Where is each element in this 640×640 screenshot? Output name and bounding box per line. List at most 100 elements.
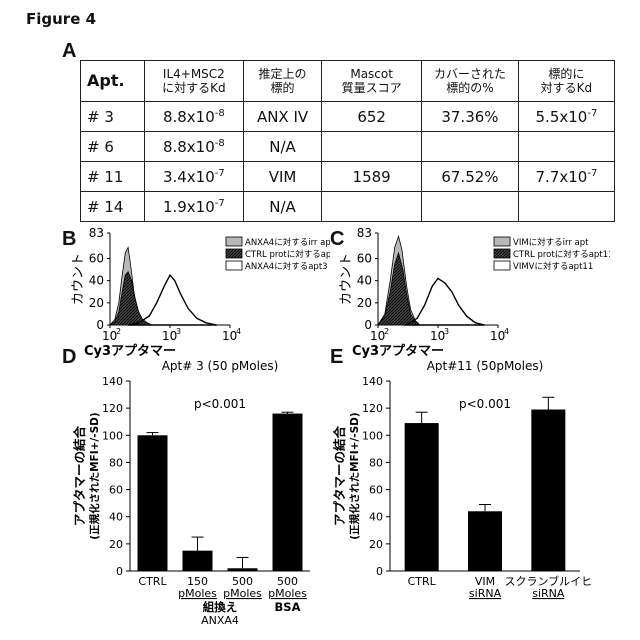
legend-swatch	[494, 237, 510, 246]
x-tick-exponent: 2	[116, 327, 121, 336]
bar	[183, 551, 213, 571]
legend-swatch	[226, 237, 242, 246]
p-value-annotation: p<0.001	[194, 397, 246, 411]
legend-label: CTRL protに対するapt11	[513, 249, 610, 260]
y-tick-label: 100	[362, 429, 383, 442]
y-tick-label: 40	[369, 511, 383, 524]
y-tick-label: 60	[369, 484, 383, 497]
y-tick-label: 120	[362, 402, 383, 415]
y-tick-label: 83	[357, 228, 372, 240]
y-tick-label: 83	[89, 228, 104, 240]
bar	[468, 511, 502, 571]
x-tick-exponent: 2	[384, 327, 389, 336]
y-tick-label: 60	[89, 251, 104, 265]
y-axis-label-line1: アプタマーの結合	[332, 426, 347, 527]
y-tick-label: 20	[109, 538, 123, 551]
y-tick-label: 0	[376, 565, 383, 578]
cell-kd: 1.9x10-7	[144, 192, 243, 222]
group-label: BSA	[275, 600, 301, 614]
header-kd: IL4+MSC2 に対するKd	[144, 61, 243, 102]
cell-apt: # 6	[81, 132, 145, 162]
bar	[138, 435, 168, 571]
y-tick-label: 40	[357, 274, 372, 288]
cell-target-kd	[518, 132, 614, 162]
legend-label: ANXA4に対するapt3	[245, 261, 328, 272]
category-label-line2: pMoles	[268, 587, 307, 600]
category-label: スクランブルイヒ	[504, 574, 592, 588]
cell-kd: 3.4x10-7	[144, 162, 243, 192]
x-tick-exponent: 4	[236, 327, 241, 336]
category-label-line2: pMoles	[223, 587, 262, 600]
y-tick-label: 120	[102, 402, 123, 415]
chart-title: Apt# 3 (50 pMoles)	[162, 359, 279, 373]
cell-score	[322, 132, 422, 162]
x-tick-exponent: 4	[504, 327, 509, 336]
y-tick-label: 80	[369, 456, 383, 469]
x-tick-label: 10	[162, 329, 177, 343]
bar	[531, 410, 565, 572]
bar	[273, 414, 303, 571]
x-tick-label: 10	[490, 329, 505, 343]
x-tick-label: 10	[222, 329, 237, 343]
cell-coverage	[422, 132, 519, 162]
bar-chart-d: Apt# 3 (50 pMoles)020406080100120140アプタマ…	[60, 346, 330, 636]
y-tick-label: 140	[362, 375, 383, 388]
cell-apt: # 14	[81, 192, 145, 222]
y-tick-label: 20	[89, 296, 104, 310]
y-tick-label: 20	[357, 296, 372, 310]
header-mascot-score: Mascot 質量スコア	[322, 61, 422, 102]
y-axis-label-line1: アプタマーの結合	[72, 426, 87, 527]
cell-target: N/A	[243, 192, 321, 222]
histogram-b: 020406083102103104カウントCy3アプタマーANXA4に対するi…	[60, 228, 330, 358]
cell-coverage: 37.36%	[422, 102, 519, 132]
cell-score: 652	[322, 102, 422, 132]
y-tick-label: 20	[369, 538, 383, 551]
cell-kd: 8.8x10-8	[144, 102, 243, 132]
cell-target-kd: 5.5x10-7	[518, 102, 614, 132]
cell-apt: # 11	[81, 162, 145, 192]
x-tick-exponent: 3	[444, 327, 449, 336]
category-label: CTRL	[138, 575, 167, 588]
y-tick-label: 60	[109, 484, 123, 497]
legend-swatch	[494, 249, 510, 258]
category-label: CTRL	[408, 575, 437, 588]
table-row: # 11 3.4x10-7 VIM 1589 67.52% 7.7x10-7	[81, 162, 615, 192]
category-label-line2: siRNA	[469, 587, 502, 600]
y-tick-label: 40	[89, 274, 104, 288]
bar	[405, 423, 439, 571]
histogram-c: 020406083102103104カウントCy3アプタマーVIMに対するirr…	[328, 228, 610, 358]
legend-swatch	[226, 249, 242, 258]
histogram-series-2	[110, 272, 152, 325]
cell-coverage: 67.52%	[422, 162, 519, 192]
x-tick-exponent: 3	[176, 327, 181, 336]
x-tick-label: 10	[430, 329, 445, 343]
category-label-line2: siRNA	[532, 587, 565, 600]
legend-swatch	[494, 261, 510, 270]
figure-title: Figure 4	[26, 10, 96, 28]
chart-title: Apt#11 (50pMoles)	[427, 359, 544, 373]
x-tick-label: 10	[370, 329, 385, 343]
bar	[228, 568, 258, 571]
p-value-annotation: p<0.001	[459, 397, 511, 411]
legend-swatch	[226, 261, 242, 270]
y-tick-label: 80	[109, 456, 123, 469]
y-axis-label: カウント	[71, 253, 86, 305]
table-row: # 6 8.8x10-8 N/A	[81, 132, 615, 162]
header-apt: Apt.	[81, 61, 145, 102]
y-tick-label: 60	[357, 251, 372, 265]
legend-label: ANXA4に対するirr apt	[245, 237, 330, 248]
aptamer-table: Apt. IL4+MSC2 に対するKd 推定上の 標的 Mascot 質量スコ…	[80, 60, 615, 222]
table-header-row: Apt. IL4+MSC2 に対するKd 推定上の 標的 Mascot 質量スコ…	[81, 61, 615, 102]
x-tick-label: 10	[102, 329, 117, 343]
category-label-line2: pMoles	[178, 587, 217, 600]
cell-target: N/A	[243, 132, 321, 162]
header-target-kd: 標的に 対するKd	[518, 61, 614, 102]
group-label-line2: ANXA4	[201, 614, 239, 627]
cell-target: VIM	[243, 162, 321, 192]
y-axis-label-line2: (正規化されたMFI+/-SD)	[348, 412, 361, 539]
cell-score	[322, 192, 422, 222]
header-coverage: カバーされた 標的の%	[422, 61, 519, 102]
cell-apt: # 3	[81, 102, 145, 132]
cell-target-kd: 7.7x10-7	[518, 162, 614, 192]
histogram-series-3	[407, 278, 485, 325]
